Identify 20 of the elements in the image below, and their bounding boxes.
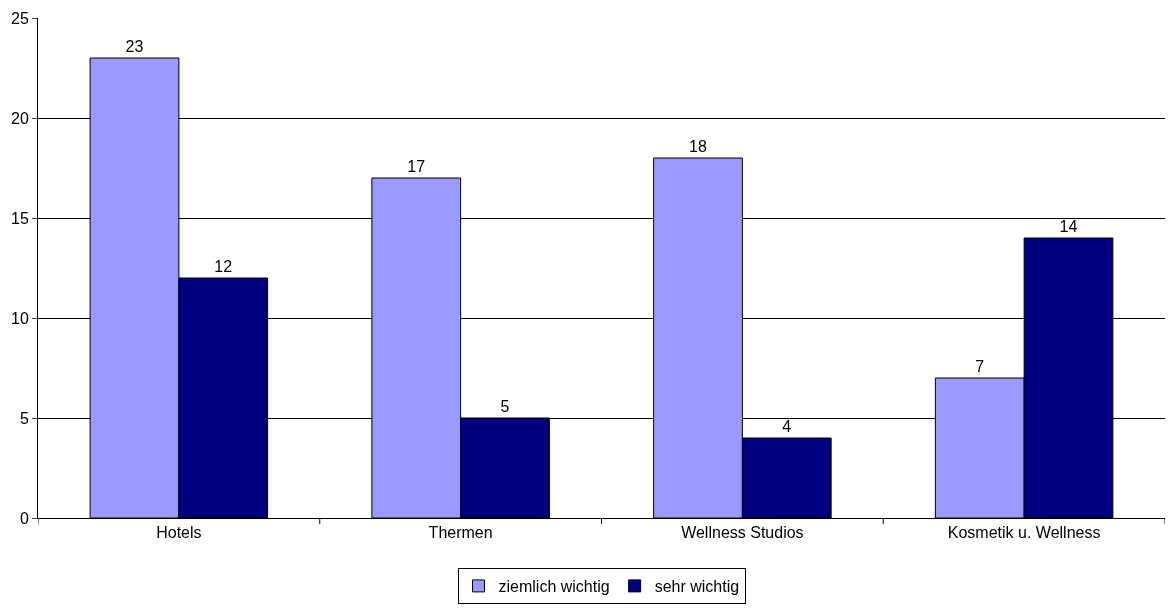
data-label: 14 (1059, 218, 1078, 235)
y-tick-label: 0 (19, 509, 29, 527)
y-tick-label: 25 (11, 9, 29, 27)
legend-label: ziemlich wichtig (498, 578, 610, 596)
data-label: 18 (689, 138, 707, 155)
data-label: 17 (407, 158, 426, 175)
x-tick-label: Hotels (156, 524, 202, 542)
y-tick-label: 20 (11, 109, 29, 127)
data-label: 12 (214, 258, 233, 275)
data-label: 7 (975, 358, 985, 375)
y-tick-label: 10 (11, 309, 29, 327)
data-label: 5 (500, 398, 510, 415)
x-tick-label: Thermen (428, 524, 493, 542)
y-tick-label: 15 (11, 209, 29, 227)
data-label: 23 (125, 38, 144, 55)
x-tick-label: Kosmetik u. Wellness (947, 524, 1101, 542)
x-tick-label: Wellness Studios (681, 524, 804, 542)
y-tick-label: 5 (19, 409, 29, 427)
legend-label: sehr wichtig (654, 578, 740, 596)
data-label: 4 (782, 418, 792, 435)
